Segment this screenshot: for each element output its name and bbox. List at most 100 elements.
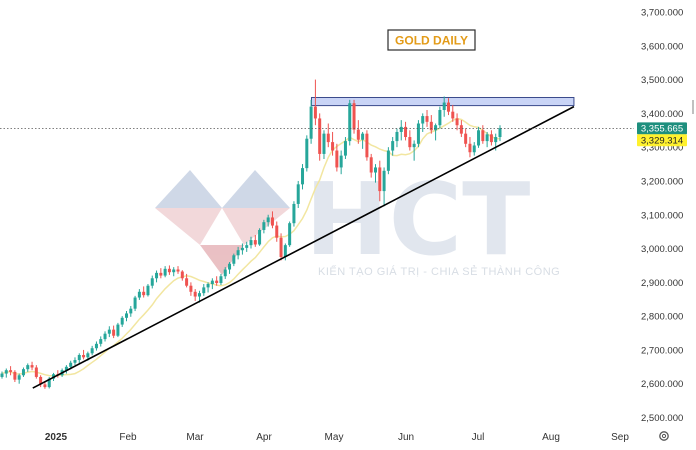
candle-body xyxy=(167,268,171,273)
price-scale-scrollbar[interactable] xyxy=(692,100,694,114)
candle-body xyxy=(120,317,124,325)
candle-body xyxy=(258,229,262,245)
last-price-tag-label: 3,355.665 xyxy=(641,124,683,135)
candle-body xyxy=(39,376,43,385)
candle-body xyxy=(86,353,90,358)
candle-body xyxy=(142,291,146,296)
watermark-logo-top-right xyxy=(222,170,290,208)
candle-body xyxy=(13,371,17,380)
candle-body xyxy=(112,329,116,336)
candle-body xyxy=(77,354,81,361)
time-tick-label: Feb xyxy=(119,432,137,443)
candle-body xyxy=(219,276,223,284)
candle-body xyxy=(236,250,240,256)
ma-price-tag-label: 3,329.314 xyxy=(641,136,683,147)
candle-body xyxy=(0,373,4,377)
candle-body xyxy=(223,269,227,277)
candle-body xyxy=(129,308,133,314)
candle-body xyxy=(240,247,244,251)
candle-body xyxy=(82,354,86,358)
candle-body xyxy=(99,339,103,344)
price-tick-label: 2,900.000 xyxy=(641,278,683,289)
time-tick-label: Jul xyxy=(472,432,485,443)
candle-body xyxy=(292,203,296,224)
candle-body xyxy=(90,348,94,354)
title-box-border xyxy=(387,29,476,51)
watermark-logo-bottom-left xyxy=(155,208,222,245)
candle-body xyxy=(103,333,107,340)
candle-body xyxy=(485,134,489,142)
candle-body xyxy=(4,370,8,374)
candle-body xyxy=(339,155,343,168)
price-tick-label: 3,600.000 xyxy=(641,41,683,52)
candle-body xyxy=(416,123,420,144)
ma-price-tag-bg xyxy=(637,134,687,147)
candlestick-series xyxy=(0,79,502,389)
candle-body xyxy=(326,133,330,143)
candle-body xyxy=(206,284,210,288)
candle-body xyxy=(30,365,34,368)
price-tick-label: 2,800.000 xyxy=(641,312,683,323)
candle-body xyxy=(279,237,283,257)
candle-body xyxy=(275,225,279,238)
price-tick-label: 3,000.000 xyxy=(641,244,683,255)
candle-body xyxy=(425,116,429,122)
moving-average-line xyxy=(1,117,501,377)
ma-price-tag: 3,329.314 xyxy=(637,134,687,147)
candle-body xyxy=(408,137,412,148)
candle-body xyxy=(21,369,25,376)
candle-body xyxy=(455,118,459,126)
candle-body xyxy=(137,291,141,298)
candle-body xyxy=(26,365,30,370)
candle-body xyxy=(210,280,214,285)
candle-body xyxy=(116,324,120,336)
candle-body xyxy=(498,128,502,138)
candle-body xyxy=(228,263,232,270)
candle-body xyxy=(64,366,68,371)
watermark: HCT KIẾN TẠO GIÁ TRỊ - CHIA SẺ THÀNH CÔN… xyxy=(155,161,560,278)
candle-body xyxy=(301,168,305,185)
candle-body xyxy=(69,362,73,367)
candle-body xyxy=(472,145,476,153)
candle-body xyxy=(94,343,98,349)
time-axis: 2025 Feb Mar Apr May Jun Jul Aug Sep xyxy=(45,432,629,443)
candle-body xyxy=(343,141,347,156)
chart-title-box[interactable]: GOLD DAILY xyxy=(387,29,476,51)
time-tick-label: Mar xyxy=(186,432,204,443)
candle-body xyxy=(494,137,498,143)
candle-body xyxy=(335,150,339,168)
time-tick-label: Apr xyxy=(256,432,272,443)
price-axis: 3,700.000 3,600.000 3,500.000 3,400.000 3,30… xyxy=(641,8,683,425)
candle-body xyxy=(172,269,176,273)
candle-body xyxy=(296,184,300,204)
settings-gear-icon[interactable] xyxy=(659,431,669,441)
candle-body xyxy=(477,130,481,146)
time-tick-label: Jun xyxy=(398,432,414,443)
candle-body xyxy=(283,245,287,257)
watermark-slogan: KIẾN TẠO GIÁ TRỊ - CHIA SẺ THÀNH CÔNG xyxy=(318,265,560,278)
candle-body xyxy=(361,133,365,140)
candle-body xyxy=(429,121,433,131)
candle-body xyxy=(215,280,219,284)
last-price-tag: 3,355.665 xyxy=(637,122,687,135)
candle-body xyxy=(309,106,313,139)
candle-body xyxy=(163,268,167,276)
candle-body xyxy=(369,157,373,173)
candle-body xyxy=(446,102,450,112)
candle-body xyxy=(305,138,309,169)
candle-body xyxy=(468,143,472,153)
candle-body xyxy=(442,102,446,110)
price-tick-label: 2,700.000 xyxy=(641,345,683,356)
candle-body xyxy=(434,125,438,131)
ascending-trendline[interactable] xyxy=(32,105,575,389)
candle-body xyxy=(17,375,21,380)
candle-body xyxy=(481,130,485,142)
watermark-logo-bottom-right xyxy=(222,208,290,245)
candle-body xyxy=(322,133,326,154)
candle-body xyxy=(159,272,163,276)
candle-body xyxy=(249,240,253,246)
candle-body xyxy=(356,129,360,140)
candle-body xyxy=(47,378,51,388)
candle-body xyxy=(266,217,270,223)
